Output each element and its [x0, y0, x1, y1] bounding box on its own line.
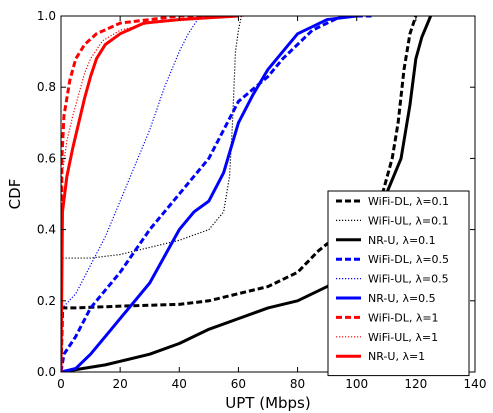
y-axis-label: CDF	[6, 179, 24, 210]
y-tick-label: 0.4	[37, 223, 56, 237]
series-line	[61, 16, 201, 372]
x-tick-label: 120	[404, 377, 427, 391]
legend-entry: WiFi-DL, λ=0.1	[368, 195, 449, 208]
x-tick-label: 100	[345, 377, 368, 391]
x-axis-label: UPT (Mbps)	[225, 394, 310, 412]
series-line	[61, 16, 418, 372]
axis-ticks: 0 20 40 60 80 100 120 140 0.0 0.2 0.4 0.6 0.8 1.0	[37, 9, 487, 391]
legend: WiFi-DL, λ=0.1 WiFi-UL, λ=0.1 NR-U, λ=0.1 W…	[327, 190, 470, 377]
legend-entry: WiFi-UL, λ=0.1	[368, 214, 449, 227]
x-tick-label: 0	[57, 377, 65, 391]
series-lines	[61, 16, 433, 372]
legend-entry: WiFi-DL, λ=0.5	[368, 253, 449, 266]
legend-entry: NR-U, λ=0.1	[368, 234, 436, 247]
series-line	[61, 16, 242, 372]
series-line	[61, 16, 372, 372]
y-tick-label: 0.6	[37, 151, 56, 165]
series-line	[61, 16, 245, 372]
legend-entry: WiFi-DL, λ=1	[368, 311, 439, 324]
x-tick-label: 20	[113, 377, 128, 391]
y-tick-label: 0.2	[37, 294, 56, 308]
x-tick-label: 80	[290, 377, 305, 391]
legend-entry: WiFi-UL, λ=0.5	[368, 273, 449, 286]
y-tick-label: 0.0	[37, 365, 56, 379]
series-line	[61, 16, 357, 372]
series-line	[61, 16, 433, 372]
x-tick-label: 40	[172, 377, 187, 391]
plot-frame	[60, 15, 476, 373]
x-tick-label: 60	[231, 377, 246, 391]
y-tick-label: 0.8	[37, 80, 56, 94]
x-tick-label: 140	[464, 377, 487, 391]
legend-entry: NR-U, λ=1	[368, 350, 425, 363]
series-line	[61, 16, 239, 372]
legend-entry: NR-U, λ=0.5	[368, 292, 436, 305]
y-tick-label: 1.0	[37, 9, 56, 23]
legend-entry: WiFi-UL, λ=1	[368, 331, 438, 344]
legend-box	[327, 190, 470, 377]
